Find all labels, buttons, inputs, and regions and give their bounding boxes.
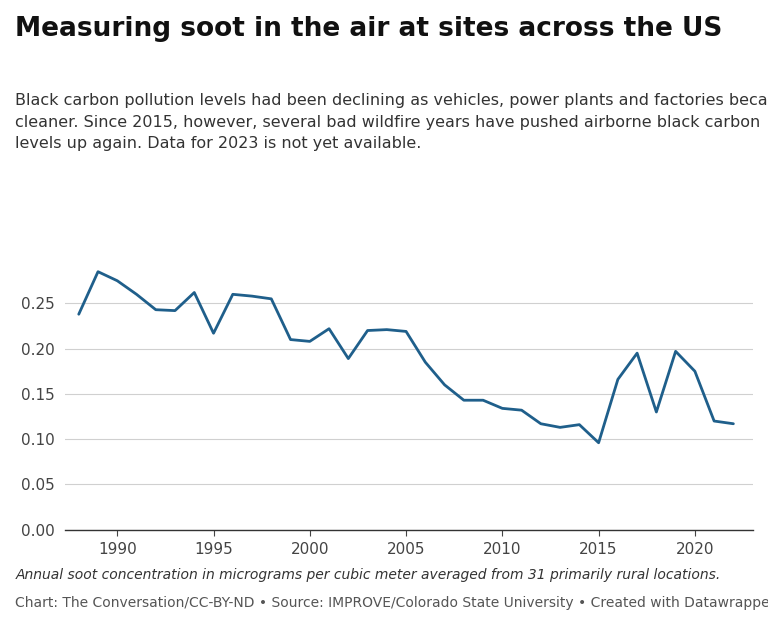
Text: Annual soot concentration in micrograms per cubic meter averaged from 31 primari: Annual soot concentration in micrograms … [15, 568, 720, 582]
Text: Measuring soot in the air at sites across the US: Measuring soot in the air at sites acros… [15, 16, 723, 42]
Text: Black carbon pollution levels had been declining as vehicles, power plants and f: Black carbon pollution levels had been d… [15, 93, 768, 152]
Text: Chart: The Conversation/CC-BY-ND • Source: IMPROVE/Colorado State University • C: Chart: The Conversation/CC-BY-ND • Sourc… [15, 596, 768, 610]
